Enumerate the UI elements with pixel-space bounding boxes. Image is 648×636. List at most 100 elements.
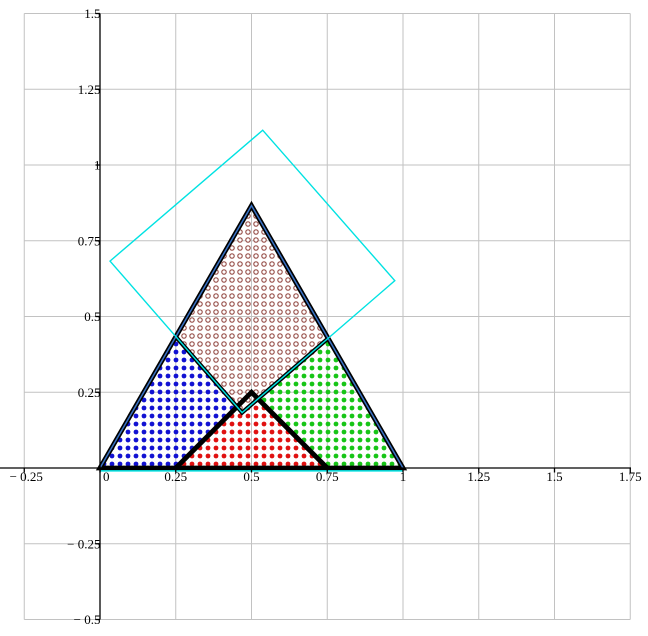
dot <box>301 389 307 395</box>
open-circle-dot <box>189 333 195 339</box>
dot <box>285 461 291 467</box>
dot <box>317 413 323 419</box>
dot <box>245 421 251 427</box>
dot <box>277 397 283 403</box>
open-circle-dot <box>269 277 275 283</box>
dot <box>333 405 339 411</box>
dot <box>157 373 163 379</box>
open-circle-dot <box>205 349 211 355</box>
dot <box>349 421 355 427</box>
dot <box>309 421 315 427</box>
dot <box>165 373 171 379</box>
dot <box>237 429 243 435</box>
open-circle-dot <box>229 261 235 267</box>
open-circle-dot <box>309 341 315 347</box>
open-circle-dot <box>229 301 235 307</box>
dot <box>221 405 227 411</box>
open-circle-dot <box>253 277 259 283</box>
dot <box>325 413 331 419</box>
dot <box>277 445 283 451</box>
dot <box>341 389 347 395</box>
dot <box>229 429 235 435</box>
dot <box>325 397 331 403</box>
open-circle-dot <box>229 277 235 283</box>
dot <box>261 429 267 435</box>
open-circle-dot <box>221 309 227 315</box>
dot <box>349 437 355 443</box>
dot <box>285 389 291 395</box>
dot <box>253 437 259 443</box>
dot <box>309 437 315 443</box>
open-circle-dot <box>229 373 235 379</box>
open-circle-dot <box>189 341 195 347</box>
dot <box>157 445 163 451</box>
open-circle-dot <box>261 333 267 339</box>
dot <box>181 421 187 427</box>
dot <box>117 445 123 451</box>
dot <box>341 381 347 387</box>
dot <box>301 453 307 459</box>
dot <box>349 429 355 435</box>
dot <box>125 453 131 459</box>
dot <box>189 405 195 411</box>
dot <box>365 429 371 435</box>
dot <box>125 461 131 467</box>
open-circle-dot <box>181 333 187 339</box>
dot <box>333 397 339 403</box>
open-circle-dot <box>253 373 259 379</box>
open-circle-dot <box>245 357 251 363</box>
dot <box>221 397 227 403</box>
open-circle-dot <box>293 349 299 355</box>
dot <box>333 453 339 459</box>
dot <box>333 373 339 379</box>
open-circle-dot <box>309 325 315 331</box>
open-circle-dot <box>277 341 283 347</box>
open-circle-dot <box>269 285 275 291</box>
dot <box>173 389 179 395</box>
dot <box>125 429 131 435</box>
dot <box>173 365 179 371</box>
dot <box>301 461 307 467</box>
dot <box>269 453 275 459</box>
open-circle-dot <box>261 341 267 347</box>
dot <box>133 413 139 419</box>
open-circle-dot <box>261 277 267 283</box>
open-circle-dot <box>229 245 235 251</box>
y-tick-label: 1 <box>94 158 101 173</box>
open-circle-dot <box>229 365 235 371</box>
dot <box>253 445 259 451</box>
dot <box>373 437 379 443</box>
open-circle-dot <box>245 317 251 323</box>
dot <box>245 437 251 443</box>
dot <box>341 421 347 427</box>
open-circle-dot <box>213 357 219 363</box>
dot <box>301 365 307 371</box>
dot <box>341 437 347 443</box>
dot <box>341 397 347 403</box>
open-circle-dot <box>237 373 243 379</box>
open-circle-dot <box>285 293 291 299</box>
open-circle-dot <box>221 293 227 299</box>
open-circle-dot <box>269 341 275 347</box>
dot <box>213 405 219 411</box>
dot <box>157 421 163 427</box>
open-circle-dot <box>189 325 195 331</box>
x-tick-label: 1.5 <box>546 469 562 484</box>
open-circle-dot <box>213 341 219 347</box>
dot <box>197 373 203 379</box>
open-circle-dot <box>229 285 235 291</box>
dot <box>133 429 139 435</box>
open-circle-dot <box>221 373 227 379</box>
open-circle-dot <box>245 293 251 299</box>
dot <box>245 453 251 459</box>
open-circle-dot <box>221 285 227 291</box>
dot <box>253 453 259 459</box>
open-circle-dot <box>253 349 259 355</box>
dot <box>301 397 307 403</box>
dot <box>309 461 315 467</box>
open-circle-dot <box>229 269 235 275</box>
x-tick-label: 1.75 <box>619 469 642 484</box>
open-circle-dot <box>213 365 219 371</box>
dot <box>349 461 355 467</box>
dot <box>149 389 155 395</box>
